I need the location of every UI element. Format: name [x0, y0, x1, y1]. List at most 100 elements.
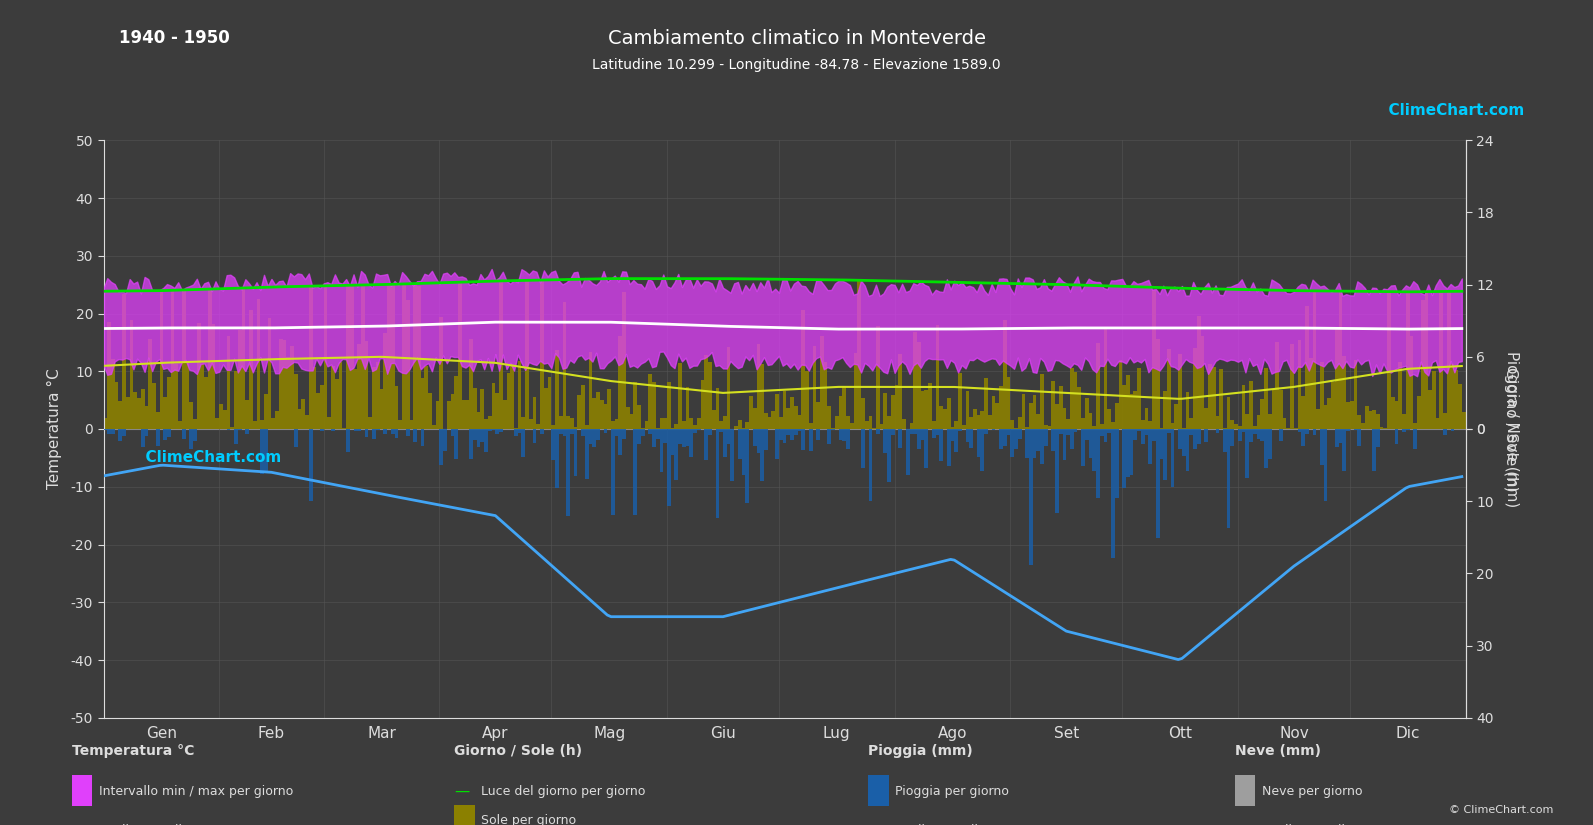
Bar: [746, 429, 749, 502]
Bar: [562, 429, 566, 436]
Bar: [790, 429, 793, 440]
Bar: [237, 429, 242, 430]
Bar: [1443, 412, 1446, 429]
Bar: [1118, 361, 1121, 429]
Bar: [515, 428, 518, 429]
Bar: [495, 429, 499, 434]
Bar: [640, 428, 645, 429]
Bar: [245, 429, 249, 434]
Text: —: —: [1235, 823, 1251, 825]
Bar: [663, 417, 667, 429]
Bar: [585, 429, 589, 479]
Bar: [1126, 429, 1129, 477]
Text: Sole per giorno: Sole per giorno: [481, 814, 577, 825]
Bar: [481, 389, 484, 429]
Bar: [943, 408, 946, 429]
Bar: [1338, 429, 1343, 442]
Bar: [1043, 425, 1048, 429]
Bar: [674, 425, 679, 429]
Bar: [1201, 336, 1204, 429]
Bar: [1462, 412, 1466, 429]
Bar: [618, 429, 623, 455]
Bar: [573, 427, 577, 429]
Bar: [435, 401, 440, 429]
Bar: [529, 419, 532, 429]
Bar: [1354, 360, 1357, 429]
Bar: [1048, 426, 1051, 429]
Bar: [782, 429, 787, 443]
Bar: [537, 424, 540, 429]
Bar: [167, 429, 170, 437]
Bar: [1055, 429, 1059, 512]
Bar: [1037, 429, 1040, 450]
Bar: [1107, 409, 1110, 429]
Bar: [1196, 316, 1201, 429]
Bar: [679, 363, 682, 429]
Bar: [1093, 429, 1096, 471]
Bar: [521, 429, 526, 457]
Bar: [104, 429, 107, 430]
Bar: [940, 406, 943, 429]
Bar: [1407, 429, 1410, 431]
Bar: [1026, 429, 1029, 458]
Bar: [309, 286, 312, 429]
Bar: [690, 418, 693, 429]
Bar: [190, 429, 193, 449]
Bar: [996, 403, 999, 429]
Bar: [540, 280, 543, 429]
Bar: [1235, 424, 1238, 429]
Bar: [503, 400, 507, 429]
Bar: [965, 429, 969, 441]
Bar: [1026, 427, 1029, 429]
Bar: [760, 429, 765, 481]
Bar: [765, 429, 768, 450]
Bar: [1294, 428, 1298, 429]
Bar: [1241, 429, 1246, 432]
Bar: [1157, 338, 1160, 429]
Bar: [618, 336, 623, 429]
Bar: [1349, 401, 1354, 429]
Bar: [1230, 429, 1235, 446]
Bar: [846, 429, 849, 449]
Bar: [992, 395, 996, 429]
Bar: [1324, 429, 1327, 501]
Bar: [720, 429, 723, 431]
Bar: [1110, 422, 1115, 429]
Bar: [123, 295, 126, 429]
Bar: [365, 429, 368, 437]
Bar: [118, 401, 123, 429]
Bar: [637, 405, 640, 429]
Bar: [887, 416, 890, 429]
Bar: [704, 429, 707, 460]
Bar: [1388, 291, 1391, 429]
Bar: [854, 353, 857, 429]
Bar: [890, 429, 895, 436]
Bar: [129, 319, 134, 429]
Bar: [1066, 419, 1070, 429]
Bar: [707, 429, 712, 435]
Bar: [1066, 429, 1070, 435]
Bar: [816, 402, 820, 429]
Bar: [298, 408, 301, 429]
Bar: [440, 429, 443, 465]
Bar: [693, 425, 696, 429]
Bar: [1160, 427, 1163, 429]
Bar: [1107, 429, 1110, 433]
Bar: [1074, 429, 1077, 431]
Bar: [186, 363, 190, 429]
Bar: [846, 417, 849, 429]
Bar: [365, 341, 368, 429]
Bar: [921, 429, 924, 441]
Bar: [1007, 377, 1010, 429]
Bar: [462, 400, 465, 429]
Bar: [1015, 429, 1018, 449]
Bar: [398, 421, 401, 429]
Text: Intervallo min / max per giorno: Intervallo min / max per giorno: [99, 785, 293, 798]
Bar: [742, 428, 746, 429]
Bar: [1402, 429, 1407, 431]
Bar: [671, 429, 674, 455]
Bar: [1182, 428, 1185, 429]
Bar: [596, 392, 601, 429]
Bar: [1007, 429, 1010, 435]
Bar: [1010, 429, 1015, 457]
